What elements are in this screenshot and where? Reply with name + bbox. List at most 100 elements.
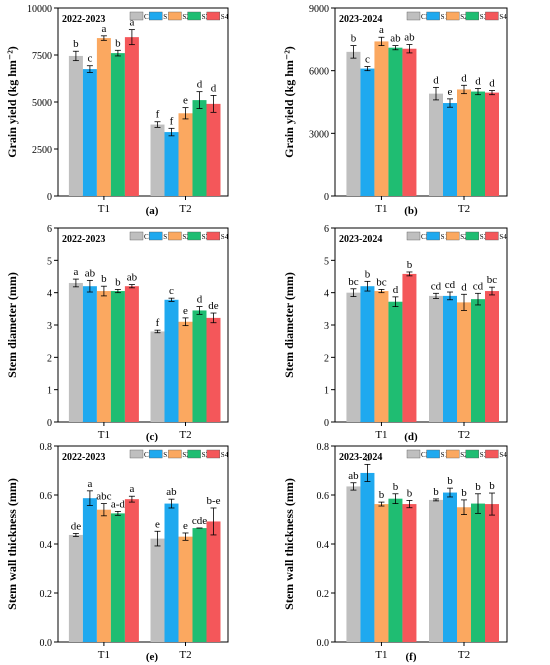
bar-ck-t2 <box>429 295 443 422</box>
significance-letter: b <box>447 475 453 487</box>
legend-label-s2: S2 <box>182 13 190 21</box>
y-tick-label: 0.8 <box>40 442 53 453</box>
significance-letter: b <box>115 37 121 49</box>
significance-letter: bc <box>348 276 359 288</box>
legend-swatch-s1 <box>426 11 440 21</box>
x-tick-label: T2 <box>458 203 470 215</box>
significance-letter: b <box>351 33 357 45</box>
bar-s3-t1 <box>388 301 403 422</box>
y-tick-label: 2500 <box>32 145 52 156</box>
bar-s2-t2 <box>457 507 471 642</box>
legend-swatch-s4 <box>206 231 221 241</box>
significance-letter: b <box>475 481 481 493</box>
significance-letter: abc <box>96 491 111 503</box>
plot-frame <box>334 7 508 197</box>
bar-s4-t2 <box>206 521 221 642</box>
legend-label-s2: S2 <box>182 233 190 241</box>
legend-label-s3: S3 <box>480 233 488 241</box>
significance-letter: d <box>461 281 467 293</box>
bar-s2-t1 <box>374 41 389 196</box>
legend-swatch-s2 <box>168 231 182 241</box>
y-tick-label: 4 <box>47 289 52 300</box>
legend-label-s3: S3 <box>480 13 488 21</box>
significance-letter: d <box>393 284 399 296</box>
bar-s2-t2 <box>178 321 193 422</box>
bar-s3-t2 <box>471 299 485 422</box>
y-tick-label: 1 <box>47 386 52 397</box>
significance-letter: d <box>489 78 495 90</box>
bar-s4-t1 <box>124 499 139 642</box>
y-tick-label: 9000 <box>309 4 329 15</box>
y-tick-label: 6 <box>324 224 329 235</box>
bar-s3-t2 <box>192 528 207 642</box>
significance-letter: e <box>155 518 160 530</box>
bar-s1-t1 <box>82 69 97 196</box>
y-axis-label: Stem diameter (mm) <box>282 272 296 378</box>
legend-label-s2: S2 <box>460 233 468 241</box>
significance-letter: b <box>461 487 467 499</box>
y-tick-label: 0.0 <box>40 638 53 649</box>
legend-swatch-s1 <box>426 449 440 459</box>
significance-letter: c <box>365 53 370 65</box>
legend-swatch-s3 <box>187 11 201 21</box>
y-tick-label: 0.2 <box>317 589 330 600</box>
significance-letter: b <box>407 259 413 271</box>
bar-ck-t2 <box>150 538 165 642</box>
legend-label-ck: CK <box>144 13 154 21</box>
bar-ck-t2 <box>150 124 165 196</box>
legend-swatch-s4 <box>485 11 499 21</box>
bar-s4-t1 <box>402 273 417 422</box>
legend-label-s1: S1 <box>163 451 171 459</box>
bar-s3-t1 <box>110 513 125 642</box>
legend-swatch-s2 <box>446 449 460 459</box>
significance-letter: b <box>393 481 399 493</box>
legend-label-s4: S4 <box>221 451 229 459</box>
significance-letter: a <box>129 17 134 29</box>
significance-letter: a-d <box>111 498 126 510</box>
legend-swatch-s4 <box>485 449 499 459</box>
bar-s2-t1 <box>96 509 111 642</box>
x-tick-label: T1 <box>98 203 110 215</box>
significance-letter: cd <box>473 280 484 292</box>
y-tick-label: 0.6 <box>317 491 330 502</box>
legend-label-ck: CK <box>421 233 431 241</box>
y-tick-label: 5 <box>47 256 52 267</box>
y-tick-label: 3 <box>47 321 52 332</box>
significance-letter: a <box>101 23 106 35</box>
panel-b: 0 3000 6000 9000 Grain yield (kg hm⁻²) 2023-2… <box>282 4 508 217</box>
bar-s4-t2 <box>206 103 221 196</box>
year-label: 2023-2024 <box>339 14 382 25</box>
bar-s3-t2 <box>192 100 207 196</box>
significance-letter: e <box>448 86 453 98</box>
bar-s1-t1 <box>360 286 375 422</box>
bar-ck-t1 <box>68 282 83 422</box>
legend-swatch-s3 <box>187 449 201 459</box>
significance-letter: bc <box>487 274 498 286</box>
y-axis-label: Stem wall thickness (mm) <box>282 478 296 610</box>
bar-s3-t1 <box>110 291 125 422</box>
significance-letter: c <box>87 53 92 65</box>
bar-s1-t1 <box>360 472 375 642</box>
significance-letter: b <box>433 486 439 498</box>
bar-s4-t1 <box>124 286 139 422</box>
legend-label-s1: S1 <box>441 13 449 21</box>
legend-swatch-s1 <box>148 11 163 21</box>
bar-s1-t2 <box>443 295 457 422</box>
legend-swatch-s4 <box>485 231 499 241</box>
significance-letter: cd <box>431 280 442 292</box>
y-tick-label: 5 <box>324 256 329 267</box>
legend-swatch-s2 <box>446 231 460 241</box>
year-label: 2022-2023 <box>62 234 105 245</box>
significance-letter: d <box>197 79 203 91</box>
legend-label-s1: S1 <box>163 13 171 21</box>
significance-letter: ab <box>404 32 415 44</box>
bar-s1-t1 <box>82 498 97 642</box>
panel-label: (d) <box>404 431 418 443</box>
bar-s4-t2 <box>485 504 499 642</box>
significance-letter: d <box>433 74 439 86</box>
x-tick-label: T2 <box>458 649 470 661</box>
legend-label-s4: S4 <box>221 13 229 21</box>
y-tick-label: 0 <box>47 192 52 203</box>
bar-s2-t1 <box>96 38 111 196</box>
